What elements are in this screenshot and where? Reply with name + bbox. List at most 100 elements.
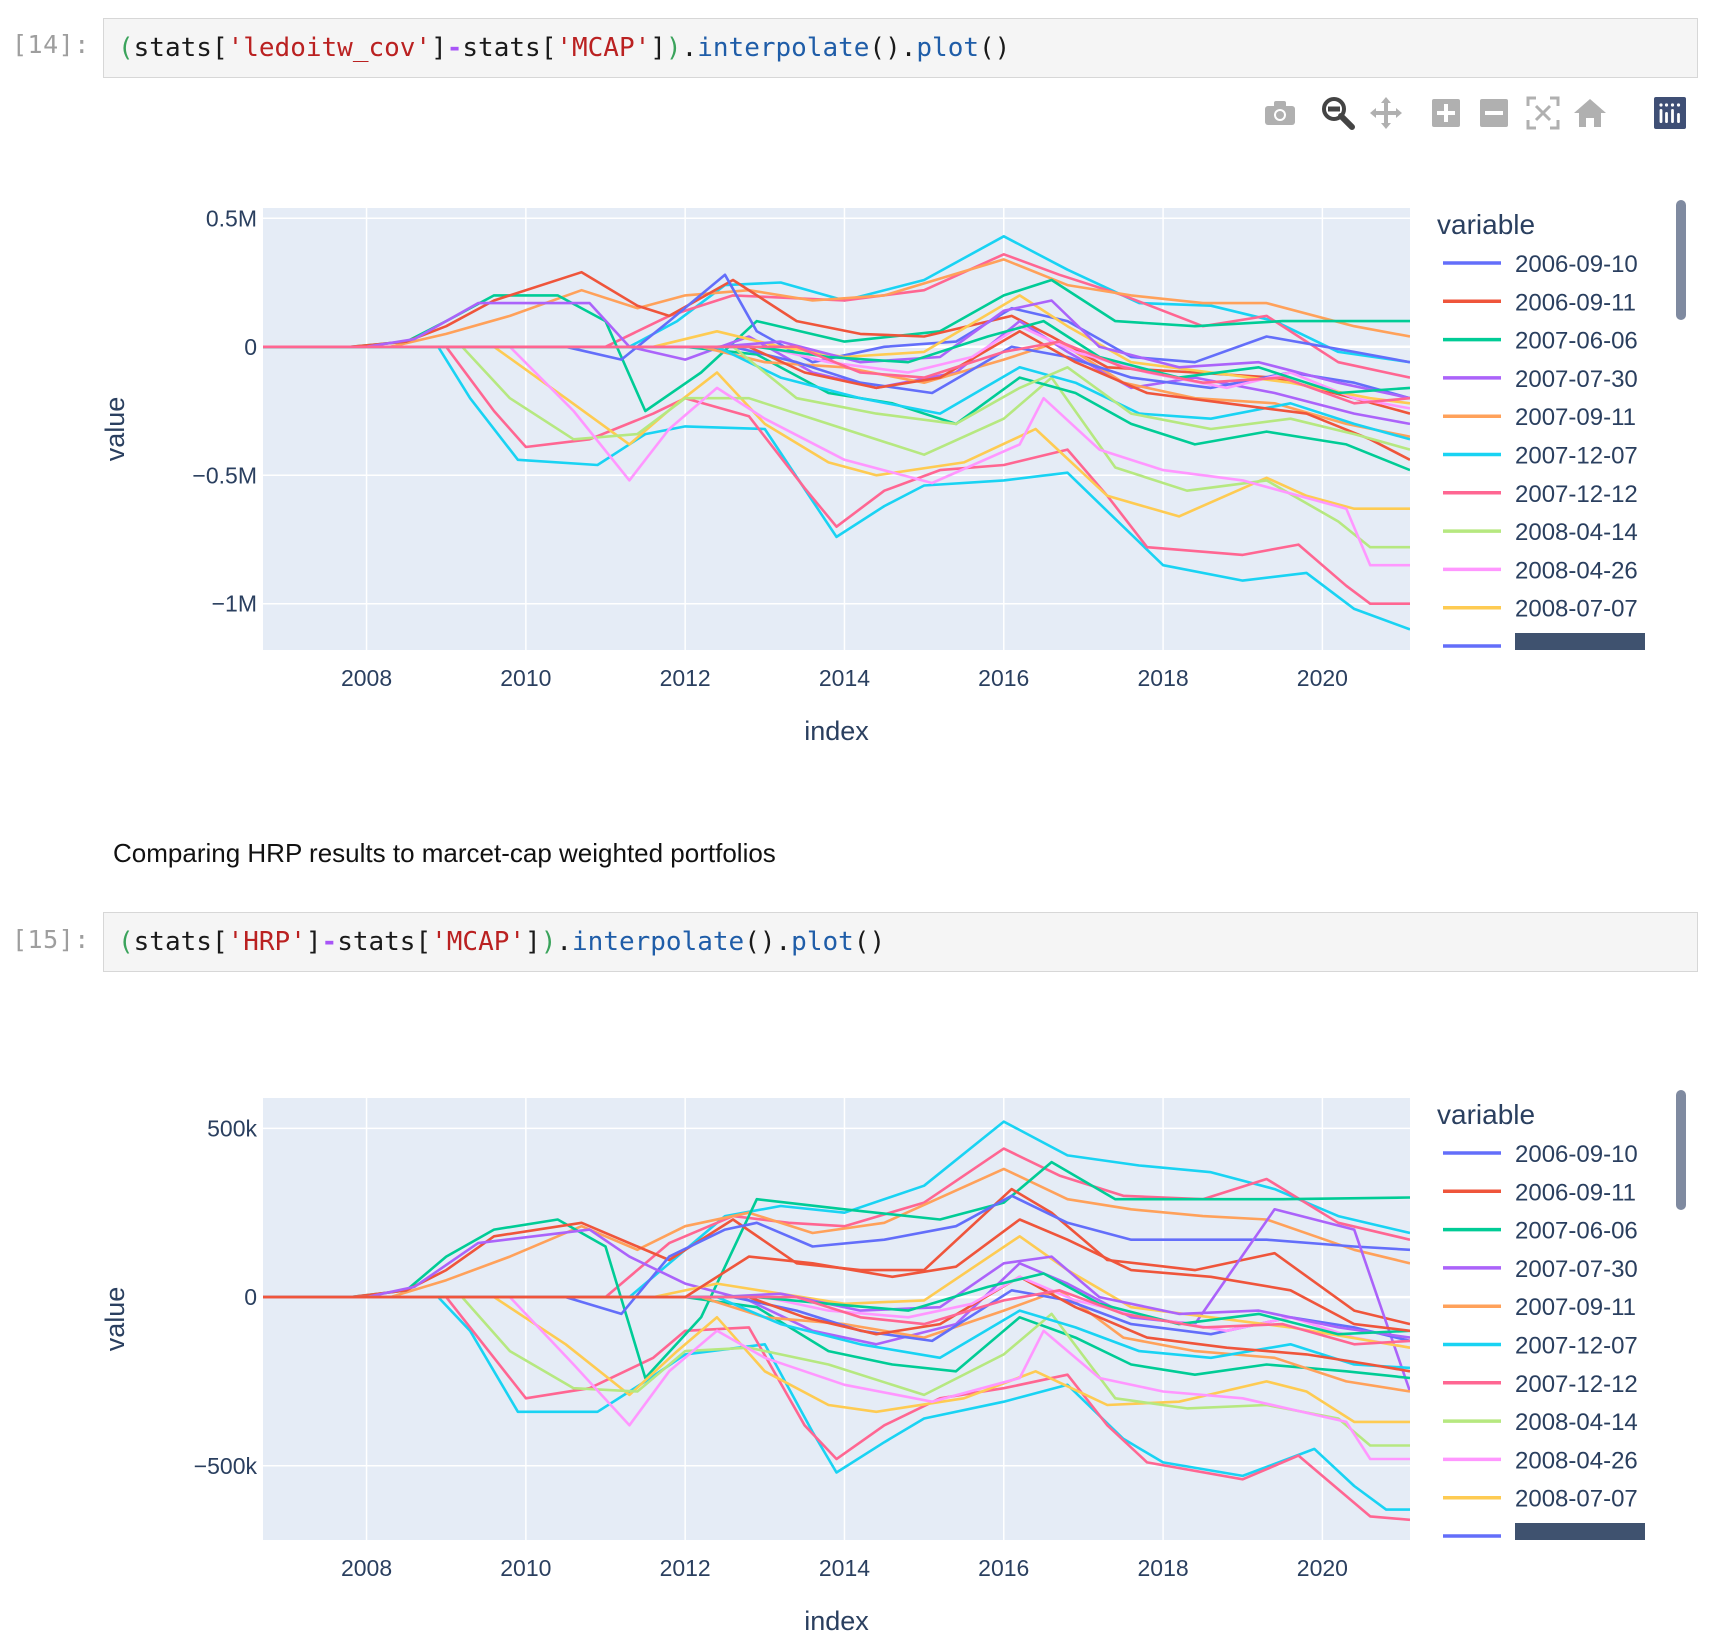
series-line[interactable]: [263, 345, 1410, 451]
series-line[interactable]: [263, 1147, 1410, 1299]
legend-item[interactable]: 2007-06-06: [1443, 328, 1638, 355]
x-tick-label: 2010: [500, 1555, 551, 1581]
legend-item[interactable]: 2008-04-26: [1443, 1447, 1638, 1474]
legend-item[interactable]: 2008-04-26: [1443, 557, 1638, 584]
legend-item[interactable]: 2007-06-06: [1443, 1218, 1638, 1245]
legend-item[interactable]: 2007-12-12: [1443, 1371, 1638, 1398]
x-axis-title: index: [804, 716, 869, 746]
legend-label: 2008-04-26: [1515, 557, 1638, 584]
legend-label: 2007-07-30: [1515, 366, 1638, 393]
series-line[interactable]: [263, 330, 1410, 461]
legend-label: 2007-09-11: [1515, 404, 1636, 431]
autoscale-icon[interactable]: [1523, 90, 1563, 136]
legend-item[interactable]: 2007-07-30: [1443, 1256, 1638, 1283]
zoom-out-icon[interactable]: [1474, 90, 1514, 136]
series-line[interactable]: [263, 324, 1410, 410]
line-chart-hrp[interactable]: 2008 2010 2012 2014 2016 2018 2020 500k 0 −500k in…: [0, 1080, 1710, 1636]
series-line[interactable]: [263, 1255, 1410, 1339]
series-line[interactable]: [263, 1187, 1410, 1326]
y-tick-label: 0.5M: [206, 205, 257, 231]
line-chart-ledoitw[interactable]: 2008 2010 2012 2014 2016 2018 2020 0.5M 0 −0.5M −1…: [0, 190, 1710, 750]
code-token: plot: [916, 33, 980, 63]
legend-item[interactable]: 2006-09-11: [1443, 289, 1636, 316]
x-tick-label: 2018: [1137, 1555, 1188, 1581]
legend-label: 2007-07-30: [1515, 1256, 1638, 1283]
series-line[interactable]: [263, 340, 1410, 405]
legend-label: 2006-09-10: [1515, 1141, 1638, 1168]
legend-label: 2007-06-06: [1515, 328, 1638, 355]
legend-label: 2008-04-14: [1515, 1409, 1638, 1436]
series-line[interactable]: [263, 1295, 1410, 1461]
legend-scrollbar[interactable]: [1676, 1090, 1686, 1210]
y-tick-label: 0: [244, 334, 257, 360]
x-tick-label: 2020: [1297, 1555, 1348, 1581]
x-tick-label: 2020: [1297, 665, 1348, 691]
legend-item[interactable]: 2007-12-07: [1443, 443, 1638, 470]
series-line[interactable]: [263, 345, 1410, 605]
code-cell-15[interactable]: (stats['HRP']-stats['MCAP']).interpolate…: [103, 912, 1698, 972]
series-line[interactable]: [263, 1218, 1410, 1333]
plot-area[interactable]: [263, 208, 1410, 650]
series-line[interactable]: [263, 1289, 1410, 1346]
legend-item[interactable]: 2008-07-07: [1443, 596, 1638, 623]
legend-item[interactable]: 2008-04-14: [1443, 519, 1638, 546]
x-tick-label: 2012: [660, 665, 711, 691]
series-line[interactable]: [263, 270, 1410, 415]
series-line[interactable]: [263, 1295, 1410, 1424]
legend-label: 2008-07-07: [1515, 596, 1638, 623]
series-line[interactable]: [263, 258, 1410, 349]
y-tick-label: −1M: [212, 591, 257, 617]
series-line[interactable]: [263, 1160, 1410, 1380]
code-token: stats: [462, 33, 541, 63]
plotly-logo-icon[interactable]: [1650, 90, 1690, 136]
code-cell-14[interactable]: (stats['ledoitw_cov']-stats['MCAP']).int…: [103, 18, 1698, 78]
zoom-icon[interactable]: [1318, 90, 1358, 136]
series-line[interactable]: [263, 299, 1410, 400]
series-line[interactable]: [263, 1208, 1410, 1392]
reset-axes-icon[interactable]: [1570, 90, 1610, 136]
legend-item[interactable]: 2008-07-07: [1443, 1486, 1638, 1513]
series-line[interactable]: [263, 319, 1410, 395]
legend-item[interactable]: 2006-09-10: [1443, 251, 1638, 278]
legend-label: 2008-07-07: [1515, 1486, 1638, 1513]
series-line[interactable]: [263, 345, 1410, 567]
camera-icon[interactable]: [1260, 90, 1300, 136]
series-line[interactable]: [263, 345, 1410, 631]
legend-item[interactable]: 2007-07-30: [1443, 366, 1638, 393]
series-line[interactable]: [263, 1295, 1410, 1522]
legend-item[interactable]: 2007-09-11: [1443, 404, 1636, 431]
legend: variable 2006-09-10 2006-09-11 2007-06-06 20…: [1437, 209, 1645, 650]
series-line[interactable]: [263, 1194, 1410, 1316]
legend-item[interactable]: 2007-12-07: [1443, 1333, 1638, 1360]
x-axis-title: index: [804, 1606, 869, 1636]
legend-item[interactable]: 2008-04-14: [1443, 1409, 1638, 1436]
zoom-in-icon[interactable]: [1426, 90, 1466, 136]
y-tick-label: −500k: [194, 1453, 258, 1479]
legend-item[interactable]: 2007-12-12: [1443, 481, 1638, 508]
legend-item[interactable]: 2006-09-10: [1443, 1141, 1638, 1168]
legend-scrollbar[interactable]: [1676, 200, 1686, 320]
legend-label: 2007-09-11: [1515, 1294, 1636, 1321]
cell-prompt: [14]:: [12, 30, 90, 59]
series-line[interactable]: [263, 294, 1410, 405]
series-line[interactable]: [263, 1295, 1410, 1370]
series-line[interactable]: [263, 1295, 1410, 1380]
series-line[interactable]: [263, 345, 1410, 518]
legend-item[interactable]: 2006-09-11: [1443, 1179, 1636, 1206]
series-line[interactable]: [263, 1167, 1410, 1299]
series-line[interactable]: [263, 1272, 1410, 1336]
code-token: 'HRP': [227, 927, 306, 957]
legend-item[interactable]: 2007-09-11: [1443, 1294, 1636, 1321]
code-token: .: [556, 927, 573, 957]
code-token: ().: [744, 927, 792, 957]
series-line[interactable]: [263, 345, 1410, 472]
code-token: ]: [650, 33, 666, 63]
legend-label: 2008-04-14: [1515, 519, 1638, 546]
pan-icon[interactable]: [1366, 90, 1406, 136]
x-tick-label: 2008: [341, 665, 392, 691]
x-tick-label: 2016: [978, 1555, 1029, 1581]
series-line[interactable]: [263, 273, 1410, 364]
code-token: (): [979, 33, 1011, 63]
series-line[interactable]: [263, 235, 1410, 364]
legend-label: 2007-12-07: [1515, 443, 1638, 470]
